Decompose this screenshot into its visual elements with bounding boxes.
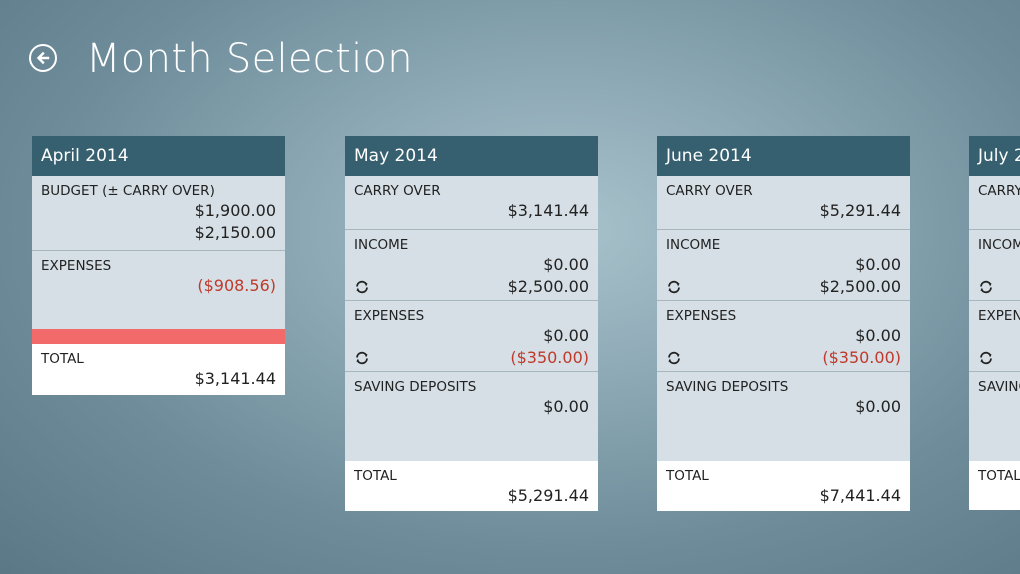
total-label: TOTAL (41, 351, 84, 367)
budget-section: BUDGET (± CARRY OVER) $1,900.00 $2,150.0… (32, 176, 285, 251)
saving-deposits-amount: $0.00 (855, 397, 901, 416)
over-budget-bar (32, 329, 285, 344)
recurring-sync-icon (668, 351, 680, 365)
total-amount: $3,141.44 (194, 369, 276, 388)
month-card-header: June 2014 (657, 136, 910, 176)
total-label: TOTAL (666, 468, 709, 484)
carry-over-amount: $3,141.44 (507, 201, 589, 220)
budget-label: BUDGET (± CARRY OVER) (41, 183, 215, 199)
expenses-label: EXPENSES (978, 308, 1020, 324)
total-section: TOTAL $7,441.44 (657, 461, 910, 511)
month-card-header: May 2014 (345, 136, 598, 176)
expenses-amount: $0.00 (855, 326, 901, 345)
income-recurring-amount: $2,500.00 (819, 277, 901, 296)
income-amount: $0.00 (855, 255, 901, 274)
expenses-label: EXPENSES (354, 308, 425, 324)
expenses-recurring-amount: ($350.00) (822, 348, 901, 367)
saving-deposits-section: SAVING DEPOSITS $0.00 (657, 372, 910, 461)
total-label: TOTAL (978, 468, 1020, 484)
back-button[interactable] (29, 44, 57, 72)
saving-deposits-label: SAVING DEPOSITS (666, 379, 789, 395)
total-section: TOTAL (969, 461, 1020, 510)
recurring-sync-icon (980, 351, 992, 365)
budget-total-amount: $2,150.00 (194, 223, 276, 242)
month-card-header: April 2014 (32, 136, 285, 176)
carry-over-label: CARRY OVER (978, 183, 1020, 199)
expenses-section: EXPENSES $0.00 ($350.00) (657, 301, 910, 372)
expenses-recurring-amount: ($350.00) (510, 348, 589, 367)
income-section: INCOME $0.00 $2,500.00 (345, 230, 598, 301)
saving-deposits-label: SAVING DEPOSITS (978, 379, 1020, 395)
expenses-label: EXPENSES (666, 308, 737, 324)
page-title: Month Selection (86, 36, 413, 82)
recurring-sync-icon (356, 280, 368, 294)
income-section: INCOME (969, 230, 1020, 301)
carry-over-section: CARRY OVER $5,291.44 (657, 176, 910, 230)
expenses-section: EXPENSES (969, 301, 1020, 372)
month-card-april[interactable]: April 2014 BUDGET (± CARRY OVER) $1,900.… (32, 136, 285, 395)
total-section: TOTAL $3,141.44 (32, 344, 285, 395)
saving-deposits-label: SAVING DEPOSITS (354, 379, 477, 395)
income-section: INCOME $0.00 $2,500.00 (657, 230, 910, 301)
saving-deposits-section: SAVING DEPOSITS (969, 372, 1020, 461)
month-card-header: July 2014 (969, 136, 1020, 176)
budget-amount: $1,900.00 (194, 201, 276, 220)
expenses-label: EXPENSES (41, 258, 112, 274)
recurring-sync-icon (980, 280, 992, 294)
month-card-may[interactable]: May 2014 CARRY OVER $3,141.44 INCOME $0.… (345, 136, 598, 511)
expenses-section: EXPENSES $0.00 ($350.00) (345, 301, 598, 372)
income-label: INCOME (978, 237, 1020, 253)
expenses-amount: ($908.56) (197, 276, 276, 295)
income-label: INCOME (354, 237, 409, 253)
saving-deposits-amount: $0.00 (543, 397, 589, 416)
carry-over-label: CARRY OVER (666, 183, 753, 199)
month-card-june[interactable]: June 2014 CARRY OVER $5,291.44 INCOME $0… (657, 136, 910, 511)
total-amount: $7,441.44 (819, 486, 901, 505)
income-label: INCOME (666, 237, 721, 253)
recurring-sync-icon (668, 280, 680, 294)
income-amount: $0.00 (543, 255, 589, 274)
month-card-july-clip: July 2014 CARRY OVER INCOME EXPENSES (969, 136, 1020, 510)
carry-over-section: CARRY OVER $3,141.44 (345, 176, 598, 230)
total-label: TOTAL (354, 468, 397, 484)
carry-over-amount: $5,291.44 (819, 201, 901, 220)
carry-over-label: CARRY OVER (354, 183, 441, 199)
month-card-july[interactable]: July 2014 CARRY OVER INCOME EXPENSES (969, 136, 1020, 510)
arrow-left-icon (36, 51, 50, 65)
carry-over-section: CARRY OVER (969, 176, 1020, 230)
expenses-amount: $0.00 (543, 326, 589, 345)
recurring-sync-icon (356, 351, 368, 365)
income-recurring-amount: $2,500.00 (507, 277, 589, 296)
total-section: TOTAL $5,291.44 (345, 461, 598, 511)
saving-deposits-section: SAVING DEPOSITS $0.00 (345, 372, 598, 461)
total-amount: $5,291.44 (507, 486, 589, 505)
expenses-section: EXPENSES ($908.56) (32, 251, 285, 329)
